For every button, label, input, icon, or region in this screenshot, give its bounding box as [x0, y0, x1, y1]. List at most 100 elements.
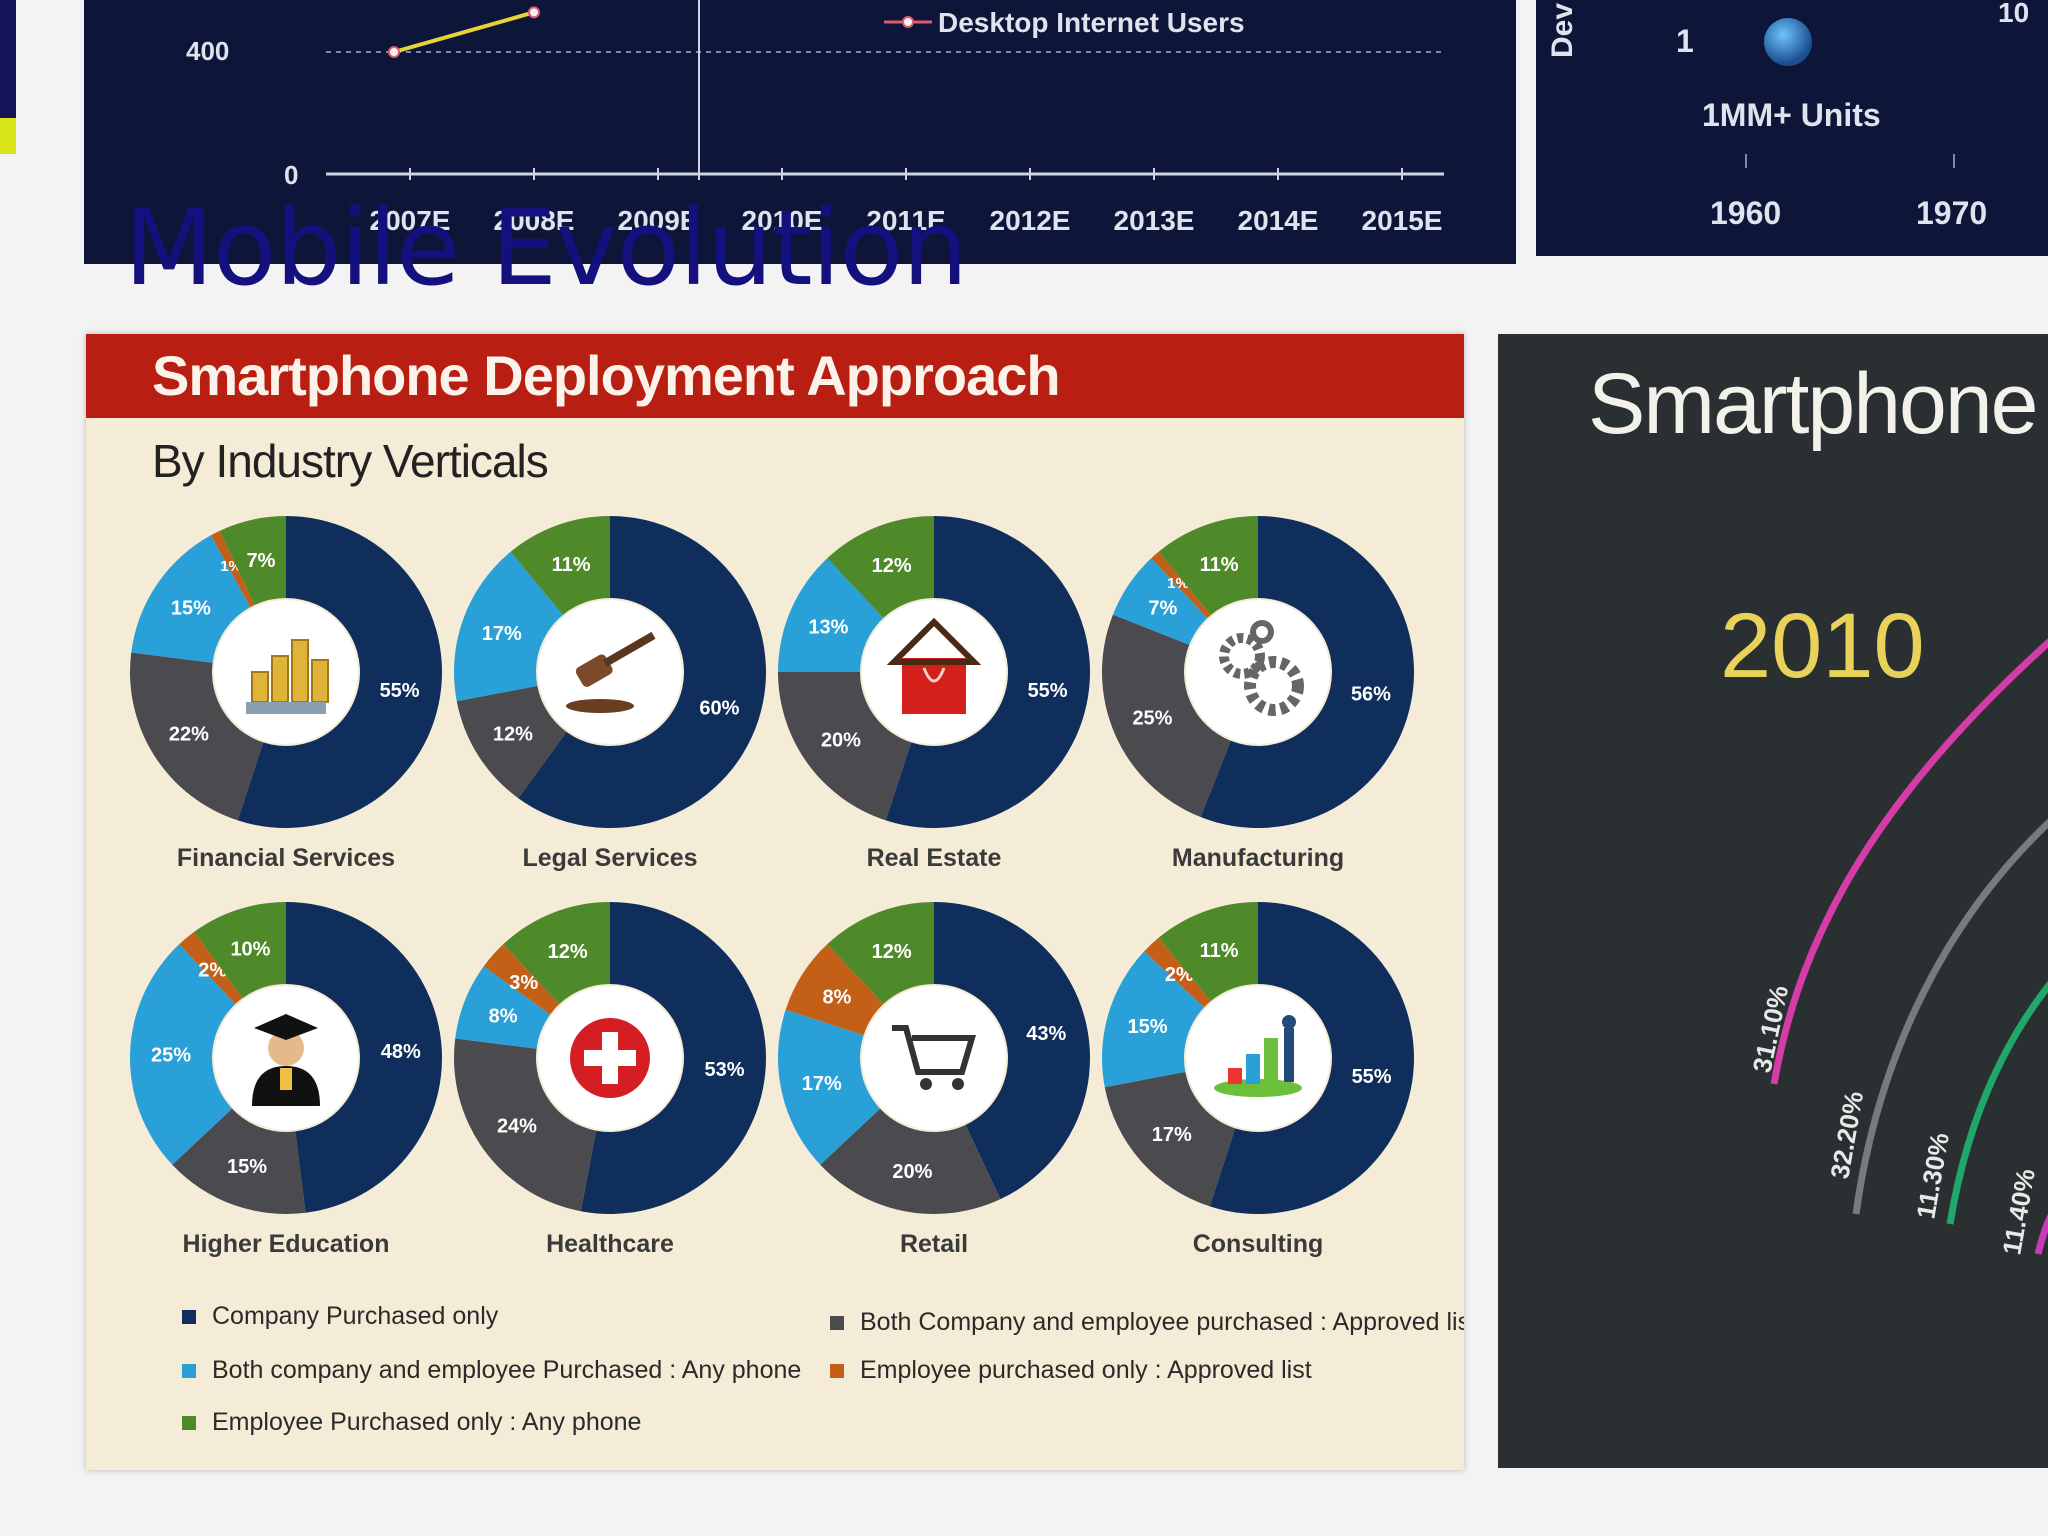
- donut-consulting: 55%17%15%2%11%Consulting: [1102, 902, 1415, 1258]
- x-tick-group: 2007E 2008E 2009E 2010E 2011E 2012E 2013E 2014E…: [370, 168, 1443, 236]
- legend-swatch: [830, 1363, 844, 1378]
- donut-slice: [129, 652, 264, 821]
- industry-icon: [886, 617, 982, 714]
- donut-slice: [1112, 558, 1208, 645]
- y-value-1: 1: [1676, 23, 1694, 59]
- units-label: 1MM+ Units: [1702, 97, 1881, 133]
- donut-higher-education: 48%15%25%2%10%Higher Education: [129, 901, 443, 1258]
- slice-label: 7%: [246, 550, 275, 572]
- donut-slice: [1158, 516, 1258, 615]
- industry-label: Retail: [900, 1230, 968, 1258]
- x-tick-label: 2010E: [742, 205, 823, 236]
- donut-slice: [129, 944, 236, 1165]
- series-line-desktop-users: [393, 10, 535, 54]
- corner-value-fragment: 10: [1998, 0, 2029, 28]
- arc-label-3: 11.30%: [1910, 1130, 1955, 1221]
- donut-slice: [131, 535, 251, 663]
- legend-desktop-users: Desktop Internet Users: [938, 7, 1245, 38]
- donut-slice: [1151, 551, 1211, 619]
- slice-label: 48%: [381, 1041, 421, 1063]
- legend-label: Company Purchased only: [212, 1302, 499, 1330]
- industry-icon: [1214, 1015, 1302, 1097]
- slice-label: 60%: [699, 698, 739, 720]
- industry-icon: [570, 1018, 650, 1098]
- slice-label: 25%: [151, 1044, 191, 1066]
- donut-slice: [1104, 1071, 1236, 1207]
- slice-label: 20%: [892, 1161, 932, 1183]
- donut-slice: [580, 902, 766, 1214]
- slice-label: 10%: [230, 939, 270, 961]
- donut-slice: [454, 1038, 597, 1212]
- legend-swatch: [182, 1363, 196, 1378]
- donut-slice: [510, 516, 610, 615]
- arc-purple: [2034, 1213, 2048, 1255]
- arc-magenta: [1770, 638, 2048, 1085]
- smartphone-share-panel: Smartphone p 2010 31.10% 32.20% 11.30% 1…: [1498, 334, 2048, 1468]
- x-tick-1960: 1960: [1710, 195, 1781, 231]
- donut-charts: 55%22%15%1% 7%Financial Services60%12%17%…: [129, 516, 1415, 1258]
- x-tick-label: 2015E: [1362, 205, 1443, 236]
- share-year: 2010: [1720, 595, 1925, 697]
- y-tick-0: 0: [284, 160, 298, 190]
- industry-label: Consulting: [1193, 1230, 1324, 1258]
- legend-item-employee-approved: Employee purchased only : Approved list: [830, 1356, 1312, 1385]
- slice-label: 7%: [1148, 597, 1177, 619]
- legend-item-both-approved: Both Company and employee purchased : Ap…: [830, 1308, 1464, 1337]
- slice-label: 11%: [1200, 940, 1239, 962]
- data-point: [388, 46, 400, 58]
- donut-slice: [1102, 614, 1231, 818]
- slice-label: 17%: [1152, 1124, 1192, 1146]
- industry-label: Higher Education: [183, 1230, 390, 1258]
- legend-item-both-any: Both company and employee Purchased : An…: [182, 1356, 801, 1385]
- donut-slice: [778, 1009, 881, 1165]
- slice-label: 20%: [821, 730, 861, 752]
- donut-slice: [503, 902, 610, 1005]
- industry-label: Legal Services: [522, 844, 697, 872]
- legend-swatch: [182, 1415, 196, 1430]
- slice-label: 25%: [1132, 708, 1172, 730]
- slice-label: 8%: [822, 986, 851, 1008]
- slice-label: 11%: [1200, 554, 1239, 576]
- line-series-group: [388, 6, 540, 58]
- donut-slice: [1144, 937, 1211, 1008]
- donut-slice: [194, 902, 286, 999]
- donut-slice: [827, 902, 934, 1005]
- arc-label-4: 11.40%: [1996, 1166, 2041, 1257]
- slice-label: 12%: [548, 941, 588, 963]
- donut-slice: [1200, 516, 1414, 828]
- slice-label: 55%: [1352, 1066, 1392, 1088]
- slice-label: 15%: [171, 597, 211, 619]
- donut-slice: [778, 672, 912, 821]
- slice-label: 3%: [509, 972, 538, 994]
- deployment-infographic: Smartphone Deployment Approach By Indust…: [86, 334, 1464, 1470]
- legend-label: Both company and employee Purchased : An…: [212, 1356, 802, 1384]
- donut-slice: [885, 516, 1091, 828]
- industry-label: Real Estate: [867, 844, 1002, 872]
- internet-users-chart: 400 0 ​ 2007E2008E2009E2010E2011E2012E20…: [84, 0, 1516, 264]
- slice-label: 15%: [1128, 1016, 1168, 1038]
- legend-label: Employee purchased only : Approved list: [860, 1356, 1312, 1384]
- legend-item-company-only: Company Purchased only: [182, 1302, 498, 1331]
- donut-slice: [1209, 902, 1415, 1214]
- x-tick-label: 2009E: [618, 205, 699, 236]
- legend-label: Employee Purchased only : Any phone: [212, 1408, 642, 1436]
- industry-icon: [246, 639, 329, 714]
- donut-slice: [778, 558, 884, 672]
- donut-slice: [1102, 951, 1205, 1088]
- y-tick-400: 400: [186, 36, 229, 66]
- legend-swatch: [182, 1309, 196, 1324]
- donut-slice: [518, 516, 766, 828]
- deployment-title: Smartphone Deployment Approach: [152, 344, 1061, 407]
- slice-label: 55%: [1028, 680, 1068, 702]
- accent-bar: [0, 0, 16, 118]
- industry-label: Manufacturing: [1172, 844, 1344, 872]
- legend-label: Both Company and employee purchased : Ap…: [860, 1308, 1464, 1336]
- x-tick-1970: 1970: [1916, 195, 1987, 231]
- industry-icon: [892, 1025, 977, 1090]
- slice-label: 17%: [482, 623, 522, 645]
- slice-label: 13%: [808, 616, 848, 638]
- data-bubble: [1764, 18, 1812, 66]
- industry-icon: [566, 631, 656, 713]
- deployment-subtitle: By Industry Verticals: [152, 435, 549, 487]
- industry-label: Financial Services: [177, 844, 395, 872]
